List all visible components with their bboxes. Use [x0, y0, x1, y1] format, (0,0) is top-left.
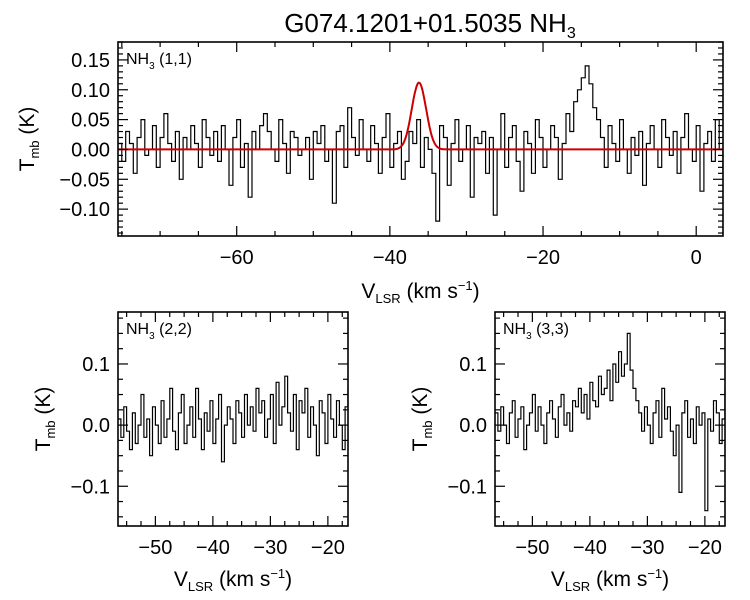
- x-tick-label: −50: [138, 537, 172, 559]
- y-tick-label: 0.10: [71, 80, 110, 102]
- panel-nh3-33: −50 −40 −30 −20 −0.1 0.0 0.1 VLSR (km s−1) Tmb (…: [409, 311, 726, 594]
- y-axis-title: Tmb (K): [16, 107, 42, 172]
- spectrum-line: [118, 375, 348, 463]
- y-tick-label: 0.15: [71, 50, 110, 72]
- figure-title: G074.1201+01.5035 NH3: [284, 8, 576, 42]
- x-tick-label: −40: [196, 537, 230, 559]
- panel-nh3-11: −60 −40 −20 0 −0.10 −0.05 0.00 0.05 0.10 0.15 VLSR…: [16, 41, 724, 306]
- y-tick-label: 0.1: [459, 354, 487, 376]
- panel-nh3-22: −50 −40 −30 −20 −0.1 0.0 0.1 VLSR (km s−1) Tmb (…: [32, 311, 349, 594]
- y-tick-label: −0.1: [71, 476, 110, 498]
- x-axis-title: VLSR (km s−1): [174, 566, 292, 594]
- x-tick-label: 0: [691, 247, 702, 269]
- y-tick-label: 0.05: [71, 110, 110, 132]
- transition-label: NH3 (3,3): [503, 321, 569, 342]
- plot-frame: [494, 311, 726, 527]
- spectrum-line: [495, 332, 725, 512]
- y-tick-label: −0.10: [59, 199, 110, 221]
- x-tick-label: −30: [630, 537, 664, 559]
- x-tick-label: −60: [220, 247, 254, 269]
- x-tick-label: −20: [526, 247, 560, 269]
- plot-frame: [117, 41, 724, 237]
- plot-frame: [117, 311, 349, 527]
- y-tick-label: 0.1: [82, 354, 110, 376]
- y-tick-label: −0.1: [448, 476, 487, 498]
- x-tick-label: −30: [253, 537, 287, 559]
- x-tick-label: −50: [515, 537, 549, 559]
- y-axis-title: Tmb (K): [32, 387, 58, 452]
- y-tick-label: 0.0: [459, 415, 487, 437]
- x-axis-title: VLSR (km s−1): [551, 566, 669, 594]
- spectrum-line: [118, 65, 723, 222]
- y-tick-label: −0.05: [59, 169, 110, 191]
- transition-label: NH3 (2,2): [126, 321, 192, 342]
- x-tick-label: −40: [373, 247, 407, 269]
- transition-label: NH3 (1,1): [126, 51, 192, 72]
- gaussian-fit-line: [118, 81, 723, 151]
- x-tick-label: −20: [688, 537, 722, 559]
- y-tick-label: 0.00: [71, 139, 110, 161]
- x-axis-title: VLSR (km s−1): [361, 278, 479, 306]
- x-tick-label: −20: [311, 537, 345, 559]
- y-tick-label: 0.0: [82, 415, 110, 437]
- x-tick-label: −40: [573, 537, 607, 559]
- y-axis-title: Tmb (K): [409, 387, 435, 452]
